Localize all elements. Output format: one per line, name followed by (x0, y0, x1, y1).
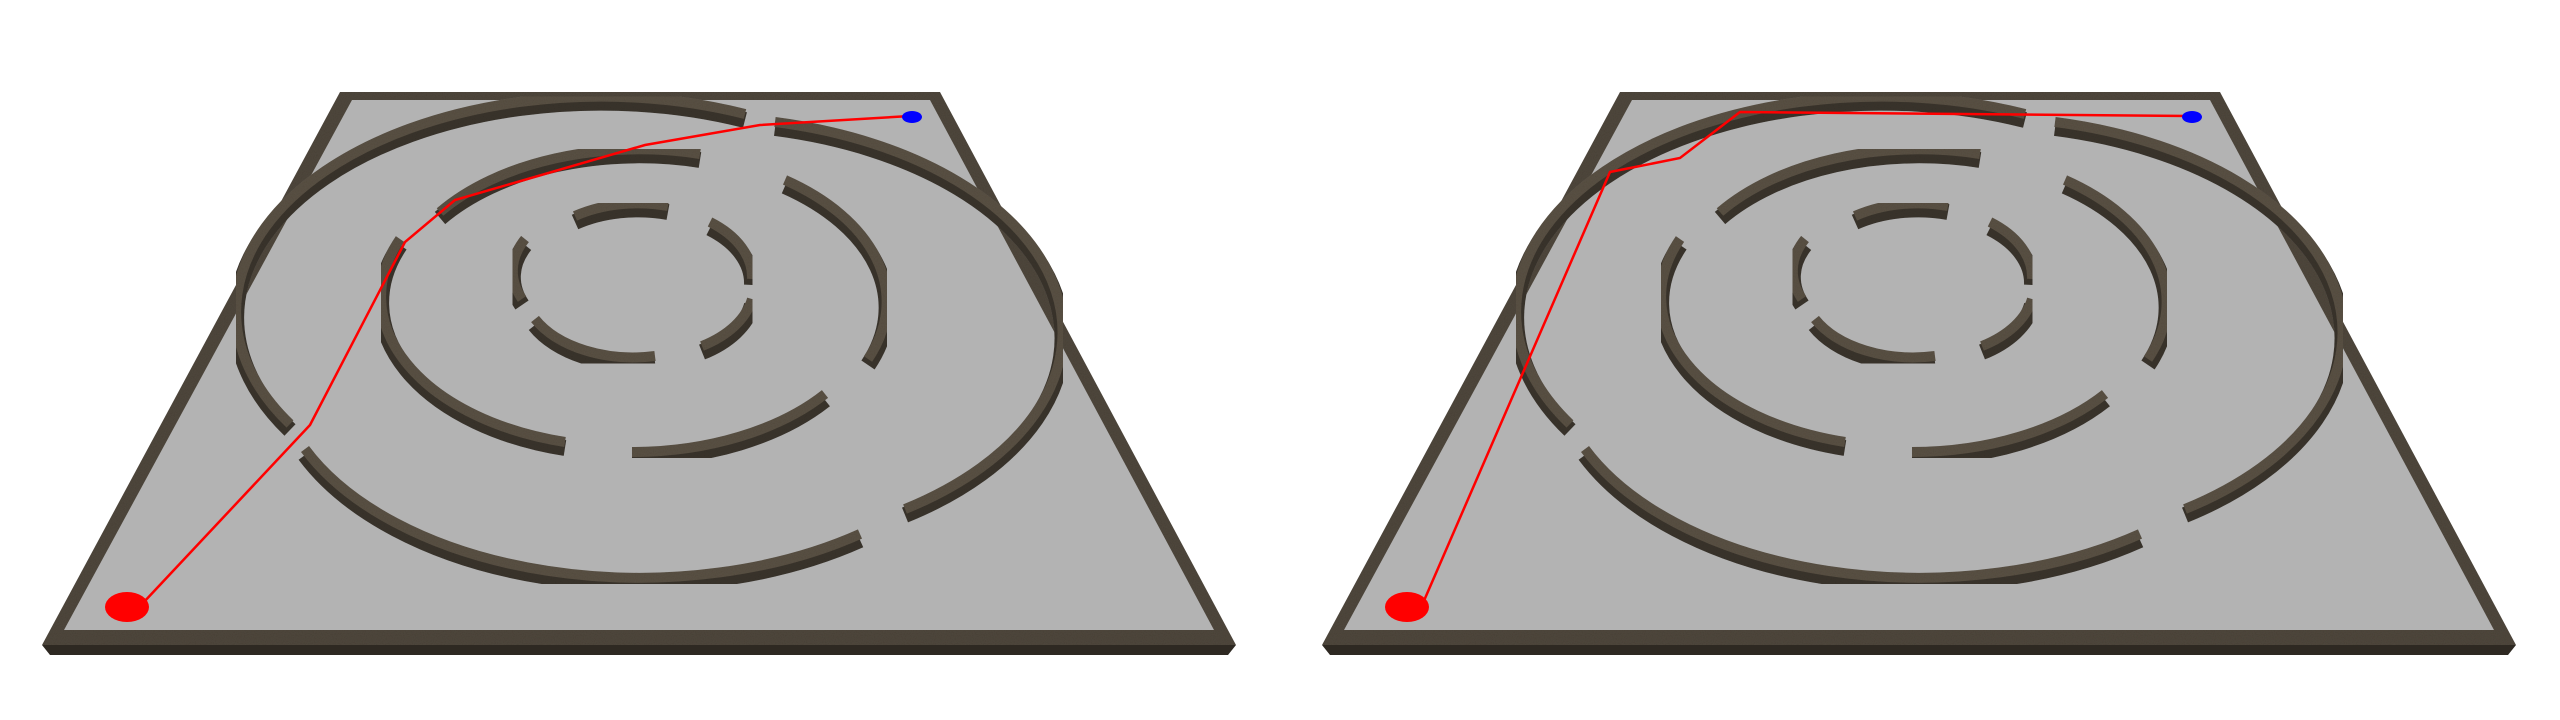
scene-right (1322, 91, 2516, 655)
maze-walls (228, 91, 1071, 592)
middle-ring (1653, 144, 2175, 466)
board-edge-front (42, 645, 1236, 655)
path-straight (1421, 110, 2191, 604)
board-edge-front (1322, 645, 2516, 655)
path-curved (142, 114, 911, 604)
middle-ring (373, 144, 895, 466)
inner-ring (1784, 198, 2041, 372)
start-marker (1385, 592, 1429, 622)
start-marker (105, 592, 149, 622)
goal-marker (2182, 111, 2202, 123)
outer-ring (228, 91, 1071, 592)
maze-walls (1508, 91, 2351, 592)
goal-marker (902, 111, 922, 123)
inner-ring (504, 198, 761, 372)
scene-left (42, 91, 1236, 655)
outer-ring (1508, 91, 2351, 592)
